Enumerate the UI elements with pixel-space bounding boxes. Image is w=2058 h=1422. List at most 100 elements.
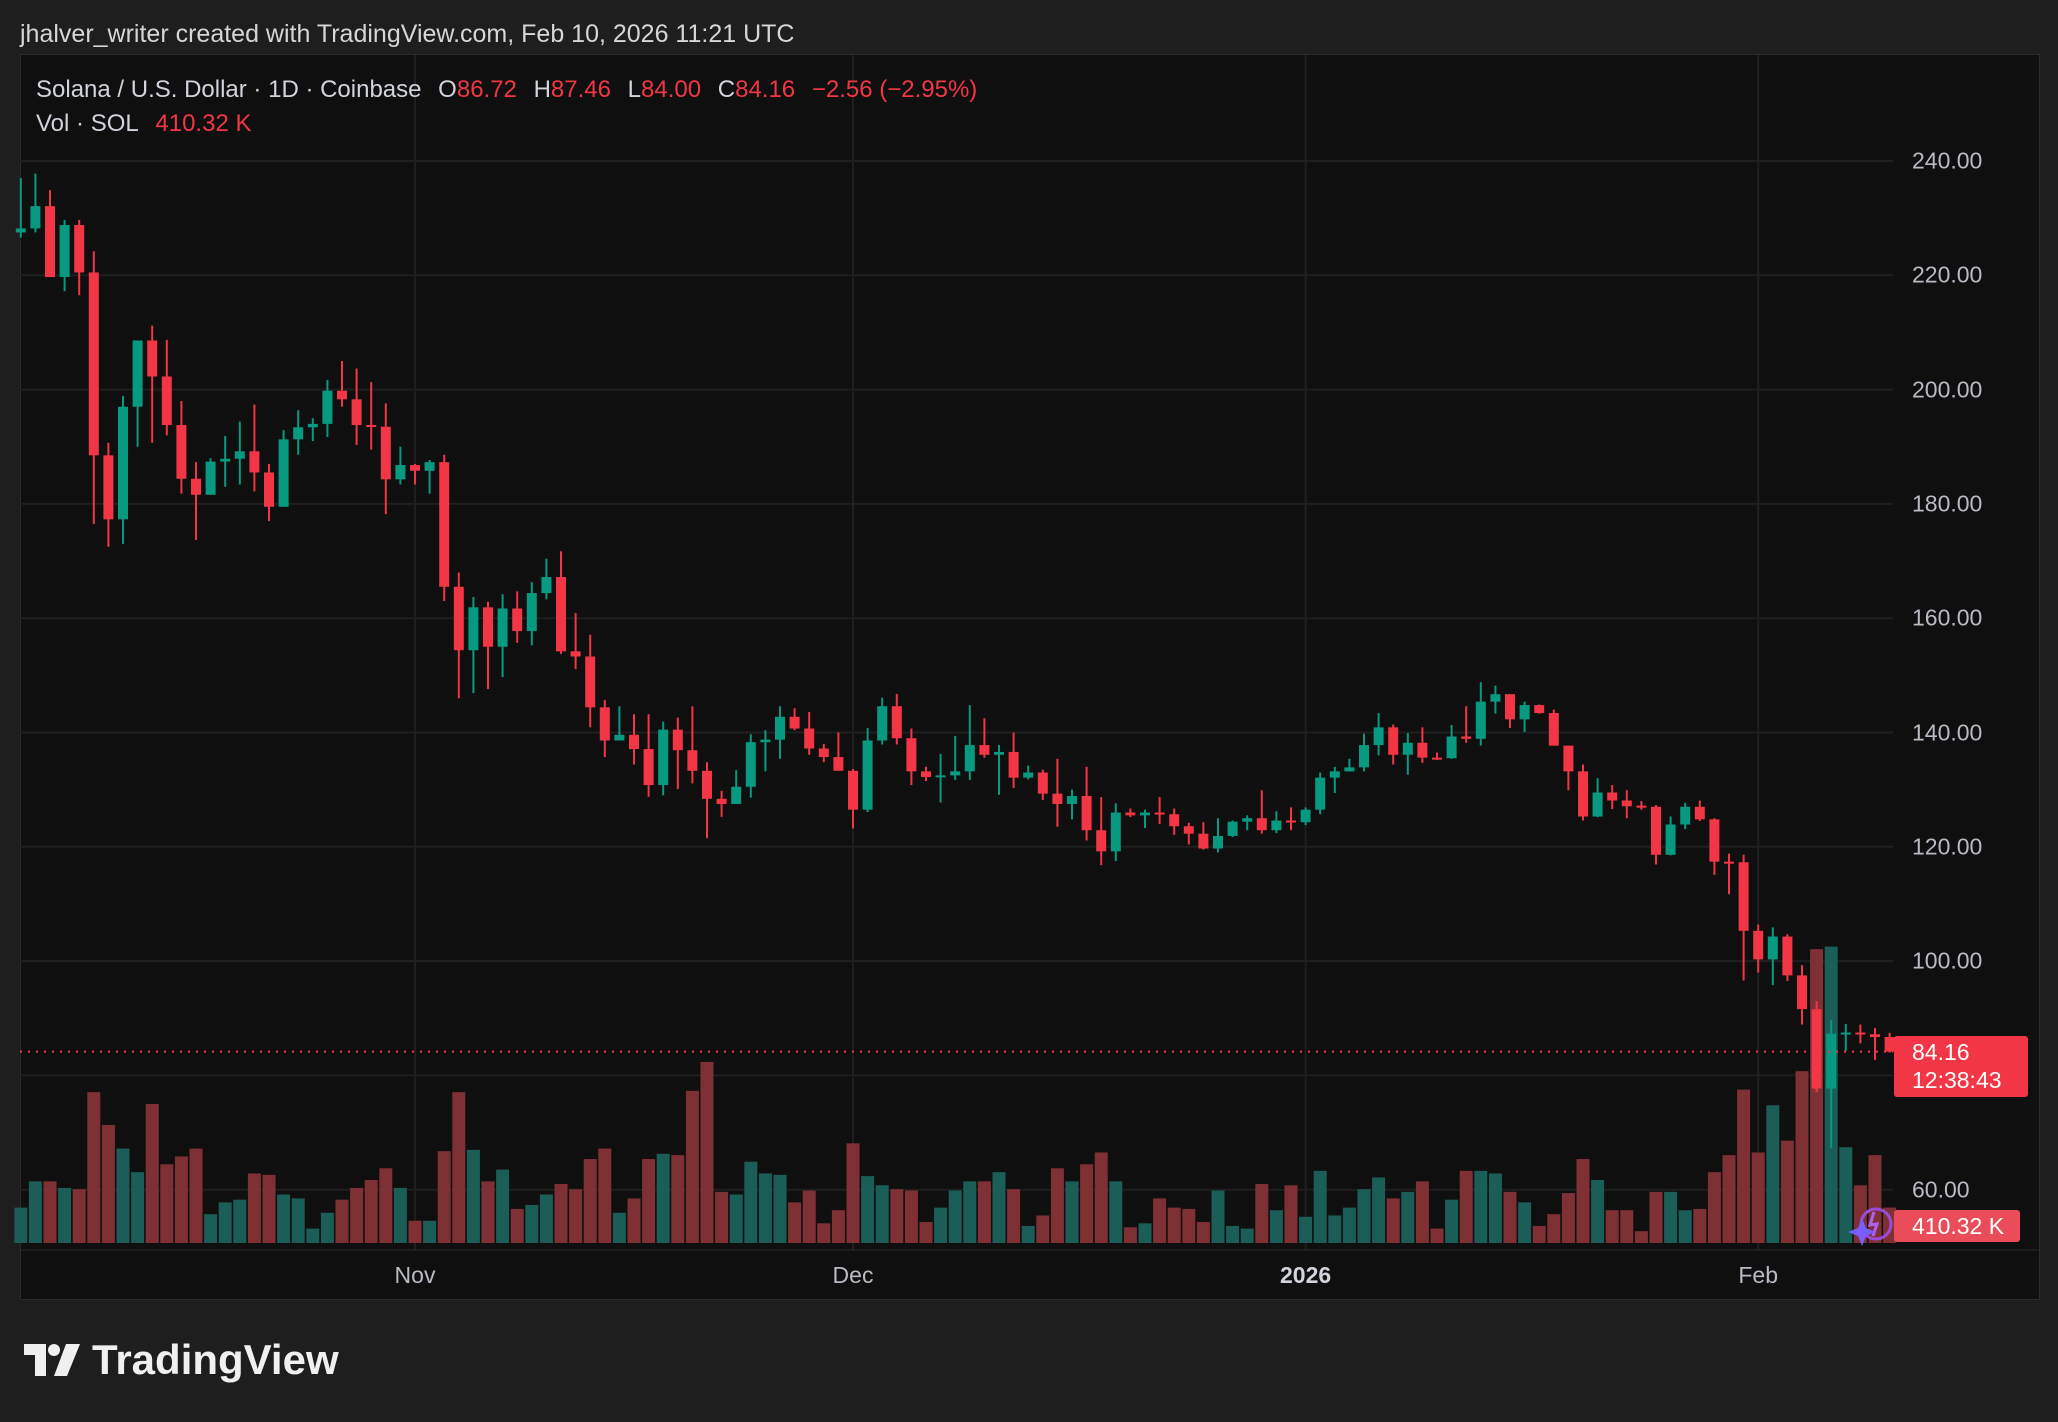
candle-body: [921, 771, 931, 778]
volume-bar: [934, 1207, 948, 1243]
candle: [964, 705, 975, 780]
candle: [45, 190, 55, 278]
candle: [1665, 816, 1676, 856]
candle: [351, 368, 362, 446]
candle: [585, 634, 596, 728]
candle: [88, 251, 99, 524]
candle: [935, 753, 946, 803]
candle-body: [818, 748, 829, 758]
candle: [745, 734, 756, 798]
candle: [1592, 778, 1603, 818]
candle-body: [526, 593, 537, 632]
volume-bar: [335, 1199, 349, 1243]
price-tick-label: 220.00: [1912, 261, 1983, 288]
price-tick-label: 140.00: [1912, 719, 1983, 745]
candle: [760, 730, 771, 772]
volume-bar: [291, 1198, 305, 1243]
volume-bar: [379, 1168, 393, 1243]
candle: [103, 442, 114, 547]
volume-label[interactable]: Vol · SOL: [36, 110, 139, 137]
candle-body: [672, 729, 683, 751]
volume-legend: Vol · SOL 410.32 K: [36, 110, 261, 138]
volume-bar: [1167, 1207, 1181, 1243]
volume-bar: [116, 1148, 130, 1243]
volume-bar: [1503, 1191, 1517, 1243]
volume-bar: [247, 1173, 261, 1243]
volume-bar: [1153, 1198, 1167, 1243]
candle: [59, 219, 70, 292]
candle-body: [351, 399, 362, 426]
candle-body: [1884, 1036, 1895, 1052]
symbol-title[interactable]: Solana / U.S. Dollar · 1D · Coinbase: [36, 76, 422, 103]
price-tick-label: 60.00: [1912, 1176, 1970, 1203]
candle: [1140, 809, 1150, 828]
volume-bar: [1430, 1228, 1444, 1243]
candle-body: [1592, 792, 1603, 817]
volume-bar: [685, 1090, 699, 1243]
volume-bar: [1007, 1189, 1021, 1243]
candle-body: [410, 465, 420, 471]
volume-bar: [890, 1189, 904, 1243]
volume-bar: [758, 1173, 772, 1243]
candle: [74, 219, 85, 296]
volume-bar: [1737, 1089, 1751, 1243]
low-label: L: [627, 76, 642, 103]
volume-bar: [612, 1212, 626, 1243]
candle-body: [88, 272, 99, 456]
candle: [599, 699, 610, 758]
candle-body: [249, 451, 260, 473]
volume-bar: [277, 1194, 291, 1243]
candle: [264, 463, 274, 522]
candle-body: [1534, 705, 1545, 714]
volume-bar: [802, 1190, 816, 1243]
candle: [1621, 790, 1632, 819]
candle-body: [862, 740, 873, 810]
candle-body: [395, 465, 406, 480]
volume-bar: [1357, 1189, 1371, 1243]
candle: [1256, 790, 1267, 834]
candle: [1154, 797, 1165, 824]
candle-body: [468, 607, 479, 651]
candle: [234, 421, 245, 485]
volume-bar: [642, 1159, 656, 1243]
candle: [1709, 818, 1720, 875]
candle: [1753, 924, 1764, 973]
volume-bar: [58, 1187, 72, 1243]
candle-body: [906, 738, 917, 772]
volume-bar: [466, 1149, 480, 1243]
candle-body: [366, 425, 377, 428]
candle-body: [760, 739, 771, 743]
candle: [848, 769, 858, 829]
volume-bar: [1459, 1170, 1473, 1243]
candle: [1651, 805, 1661, 865]
candle: [1067, 789, 1077, 820]
tradingview-logo[interactable]: TradingView: [24, 1336, 339, 1384]
close-label: C: [717, 76, 736, 103]
candle: [483, 601, 493, 690]
candle-body: [1169, 814, 1180, 827]
volume-bar: [627, 1198, 641, 1243]
candle: [191, 462, 201, 540]
candle: [775, 706, 785, 759]
time-tick-label: Dec: [832, 1262, 874, 1288]
price-tick-label: 240.00: [1912, 147, 1983, 174]
volume-bar: [1269, 1210, 1283, 1243]
candle: [468, 597, 479, 694]
chart-panel: [20, 54, 2040, 1300]
candle: [1315, 772, 1326, 815]
candle: [1694, 800, 1705, 822]
candle-body: [1198, 833, 1209, 849]
volume-bar: [1649, 1191, 1663, 1243]
candle-body: [775, 716, 785, 740]
candle: [1169, 808, 1180, 835]
candle: [205, 458, 216, 495]
candle-body: [220, 458, 231, 462]
volume-bar: [145, 1103, 159, 1243]
candle: [293, 410, 304, 455]
candle-body: [307, 423, 318, 428]
candle-body: [935, 775, 946, 778]
candle: [1724, 853, 1734, 895]
volume-bar: [773, 1174, 787, 1243]
candle-body: [1067, 795, 1077, 804]
